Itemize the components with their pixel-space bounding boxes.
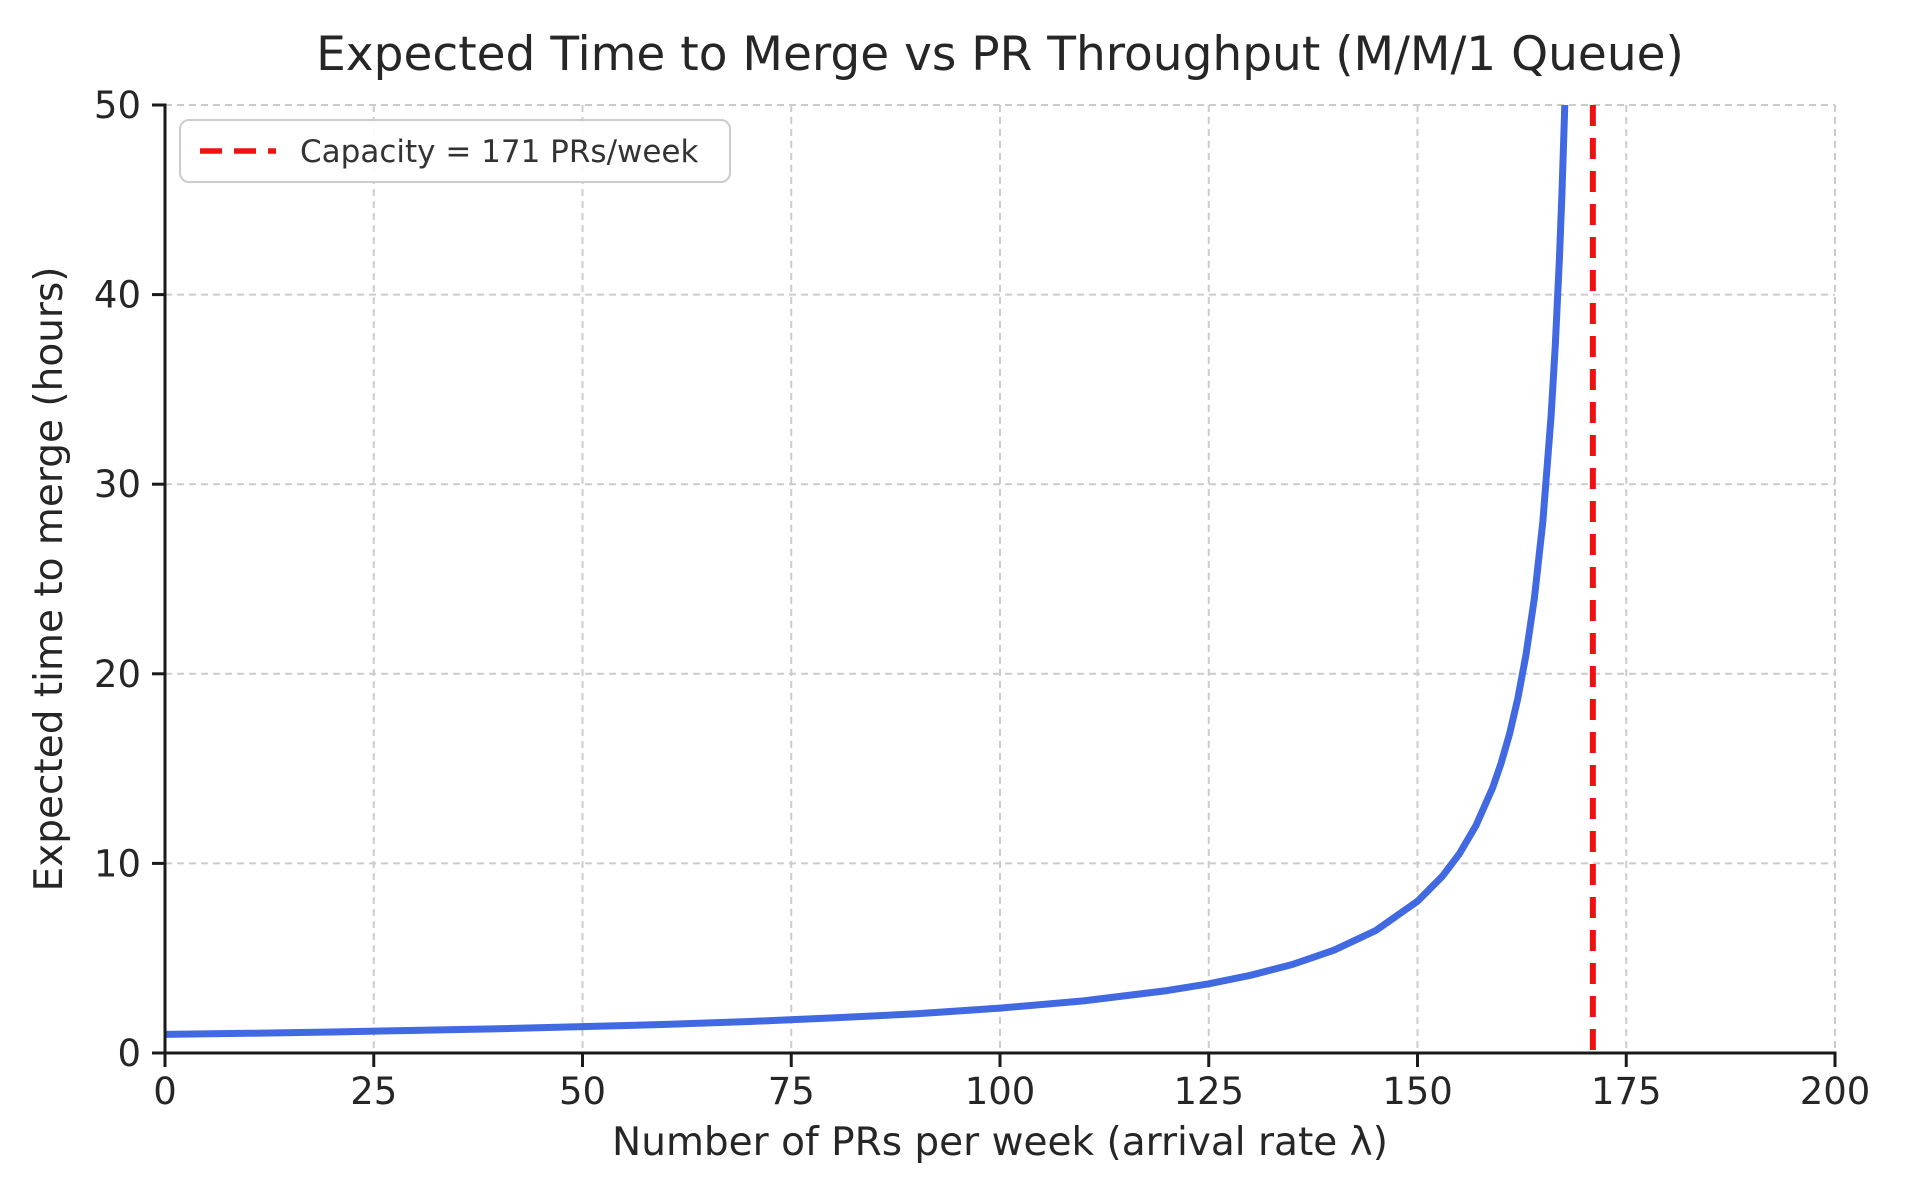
grid-layer bbox=[165, 104, 1836, 1053]
y-axis-label: Expected time to merge (hours) bbox=[27, 267, 72, 892]
x-tick-label: 50 bbox=[559, 1070, 606, 1113]
x-tick-label: 75 bbox=[768, 1070, 815, 1113]
axis-layer bbox=[163, 103, 1837, 1055]
expected-merge-time-curve bbox=[165, 105, 1569, 1038]
x-tick-label: 175 bbox=[1591, 1070, 1662, 1113]
x-tick-label: 125 bbox=[1173, 1070, 1244, 1113]
legend-box bbox=[179, 119, 731, 183]
tick-layer: 0 25 50 75 100 125 150 175 200 0 10 20 30 40 50 bbox=[94, 84, 1870, 1113]
y-tick-label: 40 bbox=[94, 274, 141, 317]
y-tick-label: 10 bbox=[94, 842, 141, 885]
y-tick-label: 0 bbox=[117, 1032, 141, 1075]
y-tick-label: 30 bbox=[94, 463, 141, 506]
legend: Capacity = 171 PRs/week bbox=[179, 119, 731, 183]
x-tick-label: 150 bbox=[1382, 1070, 1453, 1113]
x-axis-label: Number of PRs per week (arrival rate λ) bbox=[612, 1120, 1388, 1165]
x-tick-label: 0 bbox=[153, 1070, 177, 1113]
y-tick-label: 50 bbox=[94, 84, 141, 127]
y-tick-label: 20 bbox=[94, 653, 141, 696]
x-tick-label: 200 bbox=[1800, 1070, 1871, 1113]
chart-title: Expected Time to Merge vs PR Throughput … bbox=[316, 27, 1684, 82]
x-tick-label: 25 bbox=[350, 1070, 397, 1113]
x-tick-label: 100 bbox=[965, 1070, 1036, 1113]
legend-label: Capacity = 171 PRs/week bbox=[300, 134, 699, 170]
data-layer bbox=[165, 105, 1596, 1053]
